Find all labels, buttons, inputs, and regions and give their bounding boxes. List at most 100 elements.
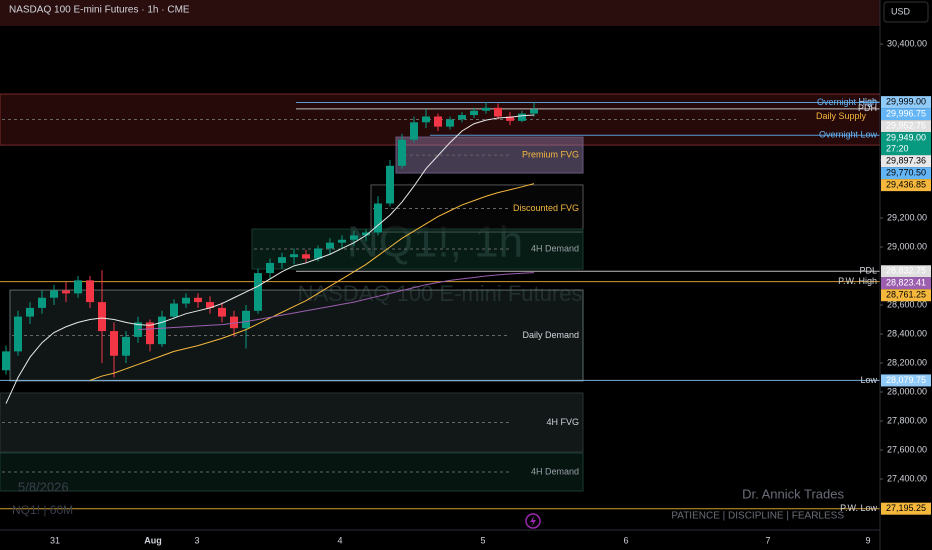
footer-date: 5/8/2026 (18, 479, 69, 494)
candle-body (410, 122, 418, 140)
candle-body (74, 280, 82, 294)
price-tag (881, 167, 931, 180)
x-tick-label: 5 (480, 535, 485, 545)
price-tag-label: 29,949.00 (886, 133, 926, 143)
candle-body (314, 248, 322, 259)
candle-body (446, 119, 454, 127)
x-tick-label: 3 (194, 535, 199, 545)
candle-body (482, 107, 490, 111)
candle-body (362, 232, 370, 236)
watermark-name: NASDAQ 100 E-mini Futures (298, 281, 583, 306)
candle-body (62, 290, 70, 294)
zone-label: 4H Demand (531, 243, 579, 253)
candle-body (2, 351, 10, 371)
candle-body (386, 165, 394, 204)
price-tag-label: 28,823.41 (886, 278, 926, 288)
plot (2, 102, 538, 404)
level-name: P.W. High (838, 276, 877, 286)
alert-icon[interactable] (525, 513, 541, 529)
candle-body (530, 109, 538, 114)
candle-body (182, 297, 190, 304)
candle-body (254, 273, 262, 311)
level-name: P.W. Low (840, 503, 877, 513)
price-tag (881, 132, 931, 156)
price-tag-label: 29,897.36 (886, 156, 926, 166)
candle-body (230, 316, 238, 329)
level-name: High (858, 97, 877, 107)
price-tag-label: 28,761.25 (886, 290, 926, 300)
y-tick-label: 27,400.00 (887, 473, 927, 483)
candle-body (470, 110, 478, 116)
zone-label: Daily Demand (522, 330, 579, 340)
price-tag-label: 29,999.00 (886, 97, 926, 107)
candle-body (326, 242, 334, 249)
y-tick-label: 27,600.00 (887, 444, 927, 454)
header-title: NASDAQ 100 E-mini Futures · 1h · CME (9, 5, 190, 16)
x-tick-label: 9 (865, 535, 870, 545)
price-tag (881, 179, 931, 192)
candle-body (26, 307, 34, 317)
zone-label: Premium FVG (522, 149, 579, 159)
price-tag (881, 502, 931, 515)
price-tag (881, 374, 931, 387)
x-tick-label: 4 (337, 535, 342, 545)
candle-body (494, 107, 502, 117)
candle-body (458, 115, 466, 120)
candle-body (338, 239, 346, 243)
candle-body (38, 297, 46, 308)
candle-body (98, 302, 106, 332)
price-tag (881, 108, 931, 121)
candle-body (518, 113, 526, 121)
price-tag (881, 96, 931, 109)
candle-body (374, 203, 382, 233)
candle-body (170, 303, 178, 317)
moving-average (89, 183, 535, 381)
level-name: PDL (859, 266, 877, 276)
candle-body (290, 254, 298, 258)
candle-body (14, 316, 22, 352)
price-tag-label: 29,436.85 (886, 180, 926, 190)
level-name: Low (860, 375, 877, 385)
moving-average (137, 272, 535, 331)
x-tick-label: 31 (50, 535, 60, 545)
candle-body (218, 307, 226, 317)
x-tick-label: Aug (144, 535, 162, 545)
countdown: 27:20 (886, 144, 909, 154)
y-tick-label: 29,200.00 (887, 212, 927, 222)
price-tag-label: 28,079.75 (886, 375, 926, 385)
currency-button[interactable] (883, 1, 929, 23)
candle-body (50, 290, 58, 298)
moving-average (5, 114, 535, 404)
candle-body (266, 262, 274, 274)
level-name: Overnight Low (819, 130, 878, 140)
price-tag (881, 120, 931, 133)
price-tag-label: 29,770.50 (886, 168, 926, 178)
level-name: Overnight High (817, 97, 877, 107)
zone-label: Daily Supply (816, 111, 867, 121)
zone-label: 4H FVG (546, 417, 579, 427)
candle-body (302, 254, 310, 259)
price-tag-label: 28,832.75 (886, 266, 926, 276)
price-tag-label: 29,952.75 (886, 121, 926, 131)
price-tag (881, 155, 931, 168)
header-band (0, 0, 880, 26)
candle-body (86, 280, 94, 303)
zone-label: Discounted FVG (513, 203, 579, 213)
currency[interactable]: USD (891, 6, 911, 16)
candle-body (350, 235, 358, 240)
alert-bolt (530, 516, 536, 526)
y-tick-label: 30,400.00 (887, 38, 927, 48)
candle-body (506, 116, 514, 121)
y-tick-label: 28,200.00 (887, 357, 927, 367)
candle-body (278, 257, 286, 263)
candle-body (206, 302, 214, 308)
candle-body (398, 139, 406, 166)
zone-label: 4H Demand (531, 466, 579, 476)
price-tag (881, 289, 931, 302)
candle-body (158, 316, 166, 345)
candle-body (122, 336, 130, 356)
